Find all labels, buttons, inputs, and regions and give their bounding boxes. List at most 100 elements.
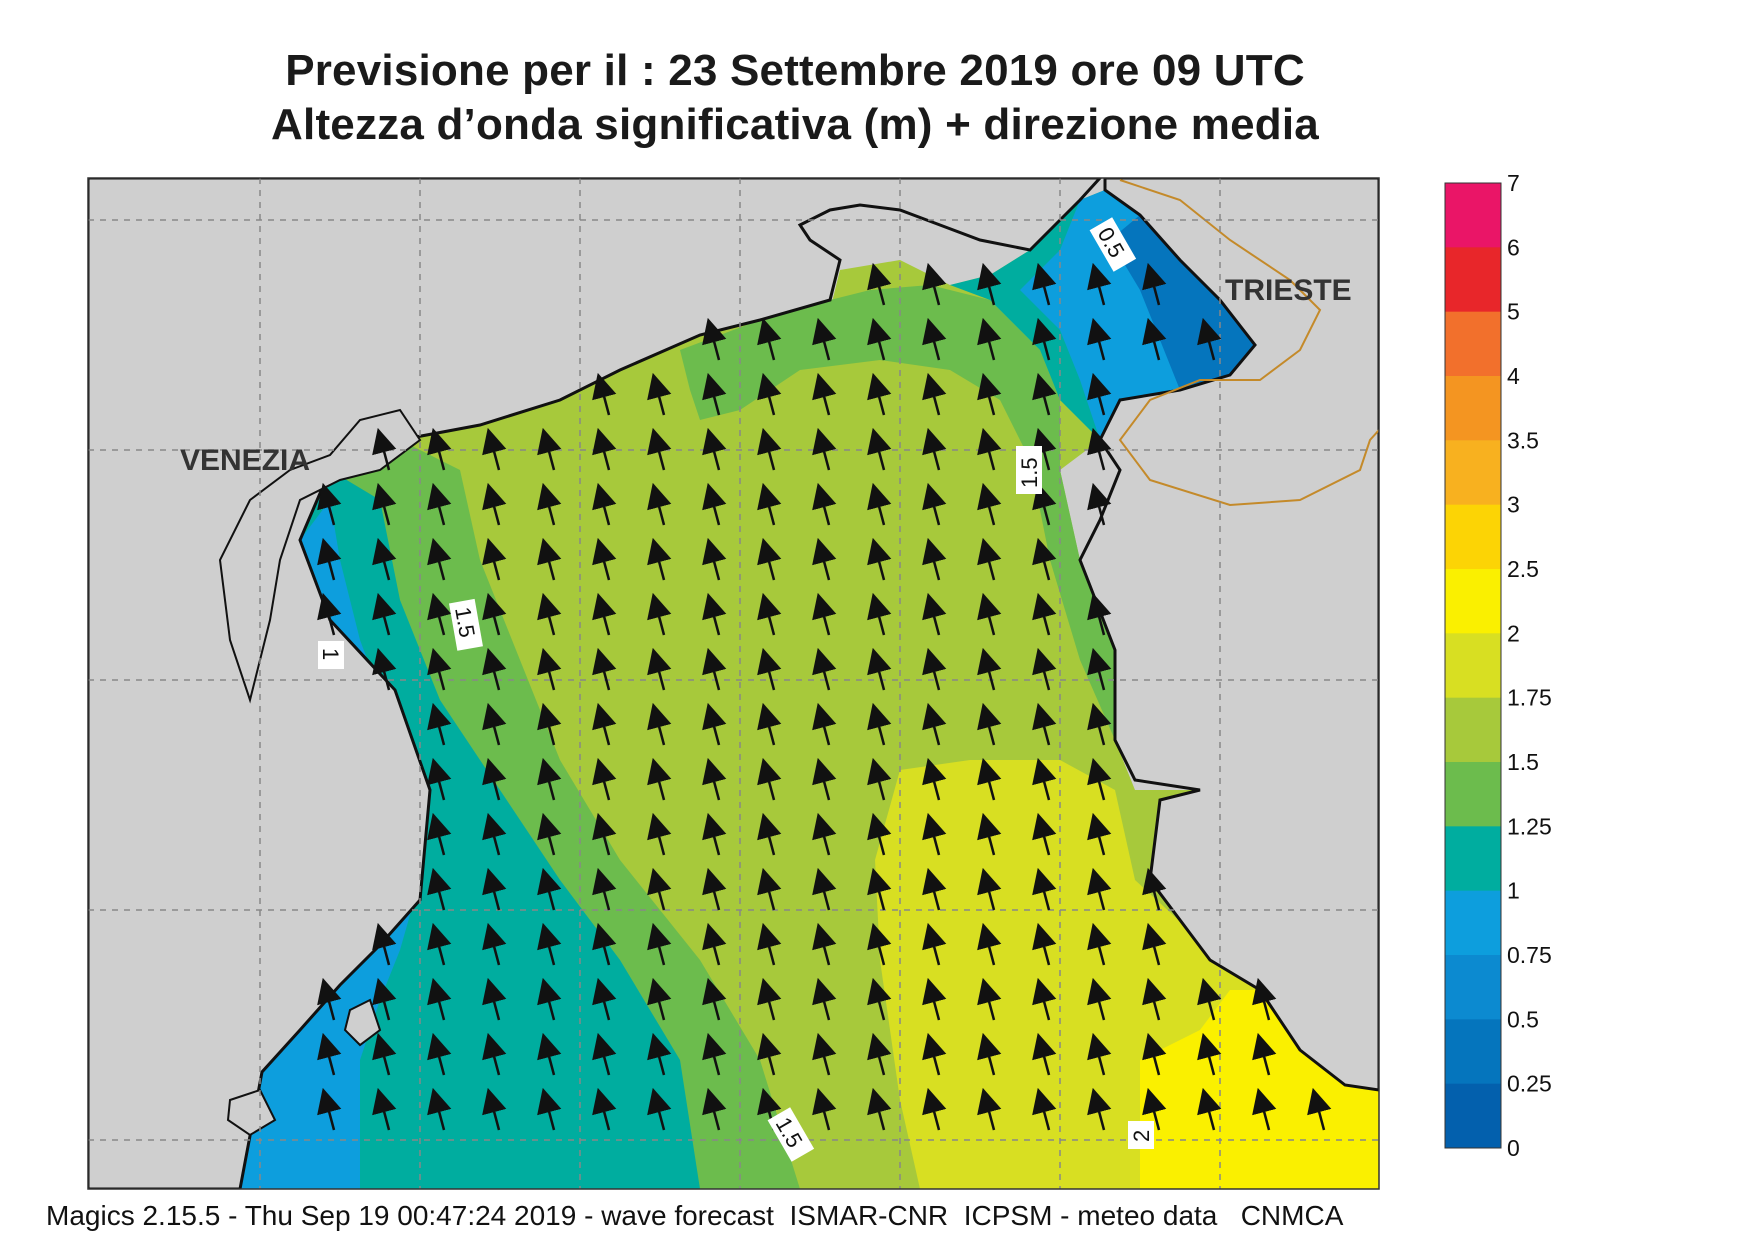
band-1.25-1.5-north bbox=[680, 285, 1120, 740]
direction-arrow bbox=[372, 922, 397, 966]
direction-arrow bbox=[537, 647, 562, 691]
direction-arrow bbox=[1197, 1087, 1222, 1131]
direction-arrow bbox=[482, 977, 507, 1021]
colorbar-tick-label: 3 bbox=[1507, 492, 1520, 518]
direction-arrow bbox=[812, 922, 837, 966]
direction-arrow bbox=[592, 977, 617, 1021]
colorbar-outline bbox=[1444, 182, 1502, 1149]
direction-arrow bbox=[702, 592, 727, 636]
direction-arrow bbox=[372, 537, 397, 581]
direction-arrow bbox=[482, 757, 507, 801]
direction-arrow bbox=[372, 1032, 397, 1076]
direction-arrow bbox=[922, 977, 947, 1021]
direction-arrow bbox=[1032, 537, 1057, 581]
direction-arrow bbox=[812, 977, 837, 1021]
direction-arrow bbox=[702, 372, 727, 416]
direction-arrow bbox=[1142, 1087, 1167, 1131]
direction-arrow bbox=[592, 922, 617, 966]
direction-arrow bbox=[922, 757, 947, 801]
direction-arrow bbox=[867, 867, 892, 911]
direction-arrow bbox=[537, 1087, 562, 1131]
direction-arrow bbox=[1197, 977, 1222, 1021]
mean-direction-arrows bbox=[317, 262, 1332, 1131]
direction-arrow bbox=[977, 1032, 1002, 1076]
direction-arrow bbox=[482, 537, 507, 581]
direction-arrow bbox=[702, 812, 727, 856]
direction-arrow bbox=[812, 702, 837, 746]
direction-arrow bbox=[922, 1032, 947, 1076]
direction-arrow bbox=[647, 647, 672, 691]
direction-arrow bbox=[1142, 867, 1167, 911]
direction-arrow bbox=[592, 702, 617, 746]
direction-arrow bbox=[427, 812, 452, 856]
direction-arrow bbox=[757, 317, 782, 361]
direction-arrow bbox=[592, 482, 617, 526]
colorbar-swatch bbox=[1445, 311, 1501, 377]
direction-arrow bbox=[1307, 1087, 1332, 1131]
direction-arrow bbox=[812, 647, 837, 691]
direction-arrow bbox=[922, 867, 947, 911]
direction-arrow bbox=[812, 427, 837, 471]
colorbar-tick-label: 3.5 bbox=[1507, 427, 1539, 453]
direction-arrow bbox=[1032, 317, 1057, 361]
direction-arrow bbox=[757, 922, 782, 966]
direction-arrow bbox=[867, 317, 892, 361]
direction-arrow bbox=[1032, 977, 1057, 1021]
direction-arrow bbox=[1087, 427, 1112, 471]
direction-arrow bbox=[977, 812, 1002, 856]
land-west bbox=[88, 178, 1103, 1189]
direction-arrow bbox=[757, 757, 782, 801]
direction-arrow bbox=[867, 812, 892, 856]
island-1 bbox=[343, 998, 382, 1047]
direction-arrow bbox=[592, 812, 617, 856]
direction-arrow bbox=[1032, 1032, 1057, 1076]
direction-arrow bbox=[427, 592, 452, 636]
direction-arrow bbox=[757, 647, 782, 691]
direction-arrow bbox=[317, 592, 342, 636]
direction-arrow bbox=[427, 867, 452, 911]
direction-arrow bbox=[977, 867, 1002, 911]
direction-arrow bbox=[427, 757, 452, 801]
direction-arrow bbox=[812, 482, 837, 526]
direction-arrow bbox=[1087, 482, 1112, 526]
contour-labels: 0.5 1.5 1.5 1 1.5 2 bbox=[318, 217, 1154, 1162]
direction-arrow bbox=[537, 427, 562, 471]
direction-arrow bbox=[537, 812, 562, 856]
direction-arrow bbox=[1087, 867, 1112, 911]
direction-arrow bbox=[702, 757, 727, 801]
direction-arrow bbox=[977, 592, 1002, 636]
direction-arrow bbox=[482, 427, 507, 471]
direction-arrow bbox=[757, 482, 782, 526]
direction-arrow bbox=[647, 372, 672, 416]
direction-arrow bbox=[1087, 757, 1112, 801]
direction-arrow bbox=[1032, 482, 1057, 526]
direction-arrow bbox=[372, 1087, 397, 1131]
direction-arrow bbox=[757, 1032, 782, 1076]
colorbar-swatch bbox=[1445, 697, 1501, 763]
direction-arrow bbox=[867, 757, 892, 801]
direction-arrow bbox=[1087, 702, 1112, 746]
direction-arrow bbox=[647, 1032, 672, 1076]
direction-arrow bbox=[482, 1032, 507, 1076]
city-label-venezia: VENEZIA bbox=[180, 444, 310, 477]
direction-arrow bbox=[647, 757, 672, 801]
direction-arrow bbox=[537, 977, 562, 1021]
direction-arrow bbox=[922, 482, 947, 526]
direction-arrow bbox=[1032, 922, 1057, 966]
direction-arrow bbox=[922, 262, 947, 306]
map-frame bbox=[87, 177, 1380, 1190]
direction-arrow bbox=[317, 1087, 342, 1131]
direction-arrow bbox=[867, 592, 892, 636]
direction-arrow bbox=[702, 977, 727, 1021]
direction-arrow bbox=[537, 922, 562, 966]
direction-arrow bbox=[812, 757, 837, 801]
direction-arrow bbox=[1032, 1087, 1057, 1131]
direction-arrow bbox=[812, 537, 837, 581]
colorbar-swatch bbox=[1445, 1019, 1501, 1085]
direction-arrow bbox=[757, 427, 782, 471]
direction-arrow bbox=[867, 1087, 892, 1131]
band-darkblue-north bbox=[1110, 215, 1255, 390]
direction-arrow bbox=[812, 1032, 837, 1076]
direction-arrow bbox=[922, 1087, 947, 1131]
direction-arrow bbox=[922, 812, 947, 856]
